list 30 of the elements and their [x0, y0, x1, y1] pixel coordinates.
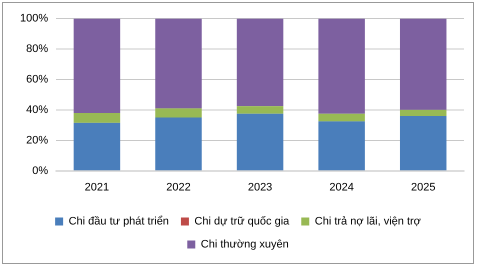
bar — [74, 122, 120, 170]
y-tick-label: 100% — [20, 12, 48, 25]
y-tick-label: 40% — [26, 104, 48, 116]
legend-label: Chi dự trữ quốc gia — [194, 216, 290, 228]
bar — [400, 116, 446, 170]
x-tick-label: 2024 — [329, 181, 354, 194]
bar — [318, 121, 365, 170]
bar — [236, 18, 284, 106]
x-tick-label: 2023 — [248, 181, 272, 194]
x-tick-label: 2021 — [84, 181, 110, 194]
bar — [155, 118, 202, 170]
legend-label: Chi thường xuyên — [200, 238, 289, 251]
y-tick-label: 0% — [32, 164, 48, 177]
bar — [318, 18, 365, 114]
x-tick-label: 2022 — [166, 181, 191, 194]
y-tick-label: 20% — [26, 134, 48, 146]
x-tick-label: 2025 — [410, 181, 436, 194]
bar — [74, 112, 120, 123]
legend-label: Chi trả nợ lãi, viện trợ — [314, 216, 421, 228]
bar — [400, 18, 446, 110]
y-tick-label: 80% — [26, 43, 48, 56]
legend-label: Chi đầu tư phát triển — [68, 216, 169, 228]
bar — [236, 114, 284, 170]
bar — [400, 110, 446, 116]
bar — [74, 18, 120, 113]
bar — [236, 106, 284, 114]
bar — [155, 18, 202, 108]
bar — [155, 108, 202, 118]
bar — [318, 114, 365, 122]
y-tick-label: 60% — [26, 74, 48, 86]
